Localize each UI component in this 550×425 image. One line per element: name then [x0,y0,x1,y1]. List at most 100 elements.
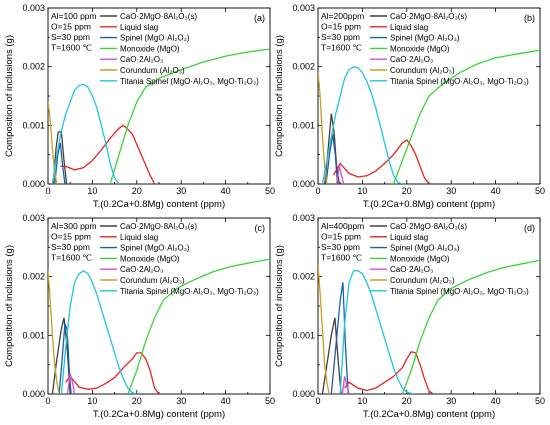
legend-label: Spinel (MgO·Al₂O₃) [390,244,460,253]
series-line [318,72,328,184]
legend-label: Monoxide (MgO) [390,254,450,263]
chart-panel: 0 10 20 30 40 50 0.000 0.001 0.002 0.003 T.(0.2Ca+… [274,213,545,420]
x-tick-label: 0 [45,186,50,196]
x-tick-label: 20 [402,396,412,406]
legend-label: Monoxide (MgO) [120,44,180,53]
y-axis-label: Composition of inclusions (g) [274,245,285,367]
series-line [318,264,330,394]
legend-label: CaO·2Al₂O₃ [390,55,433,64]
legend-label: Corundum (Al₂O₃) [120,66,185,75]
condition-text: T=1600 ℃ [321,253,362,263]
series-line [335,166,345,184]
y-axis-label: Composition of inclusions (g) [4,245,15,367]
x-tick-label: 40 [221,186,231,196]
y-tick-label: 0.002 [22,62,45,72]
series-line [339,270,416,394]
series-line [392,49,540,184]
series-line [109,48,270,184]
x-tick-label: 0 [315,186,320,196]
legend-label: CaO·2MgO·8Al₂O₃(s) [120,222,197,231]
legend-label: Spinel (MgO·Al₂O₃) [390,34,460,43]
x-tick-label: 50 [535,186,545,196]
series-line [52,130,68,184]
chart-panel: 0 10 20 30 40 50 0.000 0.001 0.002 0.003 T.(0.2Ca+… [4,3,275,210]
series-line [48,270,60,394]
x-tick-label: 50 [265,396,275,406]
legend-label: Corundum (Al₂O₃) [390,66,455,75]
y-tick-label: 0.001 [292,120,315,130]
y-axis-label: Composition of inclusions (g) [4,35,15,157]
condition-text: Al=300 ppm [51,221,97,231]
legend-label: Liquid slag [390,23,428,32]
condition-text: O=15 ppm [321,232,361,242]
panel-label: (c) [255,223,266,233]
y-tick-label: 0.001 [22,330,45,340]
x-tick-label: 30 [446,186,456,196]
series-line [344,351,434,394]
panel-label: (b) [524,13,535,23]
y-axis-label: Composition of inclusions (g) [274,35,285,157]
x-tick-label: 50 [535,396,545,406]
condition-text: T=1600 ℃ [51,43,92,53]
x-axis-label: T.(0.2Ca+0.8Mg) content (ppm) [363,409,495,420]
condition-text: S=30 ppm [321,32,360,42]
legend-label: Liquid slag [390,233,428,242]
series-line [54,142,66,184]
condition-text: S=30 ppm [321,242,360,252]
y-tick-label: 0.002 [292,272,315,282]
legend-label: CaO·2Al₂O₃ [390,265,433,274]
x-tick-label: 30 [176,396,186,406]
y-tick-label: 0.001 [292,330,315,340]
legend-label: Titania Spinel (MgO·Al₂O₃, MgO·Ti₂O₃) [390,287,529,296]
y-tick-label: 0.003 [22,3,45,13]
condition-text: O=15 ppm [51,22,91,32]
x-tick-label: 50 [265,186,275,196]
x-tick-label: 20 [132,396,142,406]
x-tick-label: 10 [357,396,367,406]
x-tick-label: 20 [132,186,142,196]
x-tick-label: 0 [315,396,320,406]
condition-text: T=1600 ℃ [321,43,362,53]
condition-text: Al=400ppm [321,221,364,231]
x-tick-label: 10 [357,186,367,196]
y-tick-label: 0.001 [22,120,45,130]
x-tick-label: 40 [491,396,501,406]
series-line [330,282,349,394]
y-tick-label: 0.000 [292,389,315,399]
y-tick-label: 0.002 [292,62,315,72]
series-group [318,49,540,184]
series-line [325,134,339,184]
legend-label: Corundum (Al₂O₃) [390,276,455,285]
series-line [60,124,156,184]
y-tick-label: 0.003 [292,213,315,223]
legend-label: Corundum (Al₂O₃) [120,276,185,285]
x-tick-label: 30 [446,396,456,406]
condition-text: O=15 ppm [51,232,91,242]
series-line [60,270,137,394]
legend-label: CaO·2MgO·8Al₂O₃(s) [390,12,467,21]
legend-label: CaO·2Al₂O₃ [120,55,163,64]
series-line [65,352,160,394]
y-tick-label: 0.000 [292,179,315,189]
series-line [48,101,58,184]
series-line [51,83,120,184]
series-group [318,259,540,394]
y-tick-label: 0.002 [22,272,45,282]
condition-text: T=1600 ℃ [51,253,92,263]
x-tick-label: 20 [402,186,412,196]
y-tick-label: 0.003 [22,213,45,223]
legend-label: CaO·2MgO·8Al₂O₃(s) [390,222,467,231]
legend-label: Liquid slag [120,23,158,32]
series-line [321,66,403,184]
series-line [51,317,71,394]
panel-label: (d) [524,223,535,233]
x-axis-label: T.(0.2Ca+0.8Mg) content (ppm) [93,199,225,210]
legend-label: Spinel (MgO·Al₂O₃) [120,244,190,253]
legend-label: CaO·2Al₂O₃ [120,265,163,274]
chart-panel: 0 10 20 30 40 50 0.000 0.001 0.002 0.003 T.(0.2Ca+… [274,3,545,210]
condition-text: S=30 ppm [51,32,90,42]
condition-text: Al=100 ppm [51,11,97,21]
series-group [48,258,270,394]
series-line [341,376,350,394]
